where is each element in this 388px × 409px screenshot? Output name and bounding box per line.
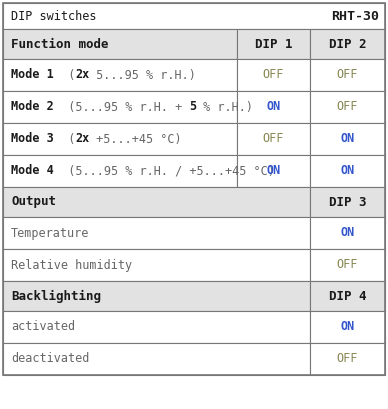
Text: DIP 4: DIP 4 (329, 290, 366, 303)
Bar (3, 311, 310, 343)
Text: (: ( (54, 68, 75, 81)
Text: DIP switches: DIP switches (11, 9, 97, 22)
Bar (310, 311, 385, 343)
Text: activated: activated (11, 321, 75, 333)
Text: DIP 3: DIP 3 (329, 196, 366, 209)
Text: Mode 1: Mode 1 (11, 68, 54, 81)
Bar (310, 281, 385, 311)
Text: % r.H.): % r.H.) (196, 101, 253, 114)
Text: (5...95 % r.H. +: (5...95 % r.H. + (54, 101, 189, 114)
Bar (3, 249, 310, 281)
Text: Relative humidity: Relative humidity (11, 258, 132, 272)
Bar (310, 91, 385, 123)
Text: DIP 1: DIP 1 (255, 38, 292, 50)
Bar (237, 155, 310, 187)
Bar (3, 123, 237, 155)
Text: Temperature: Temperature (11, 227, 89, 240)
Bar (237, 91, 310, 123)
Text: DIP 2: DIP 2 (329, 38, 366, 50)
Text: ON: ON (340, 321, 355, 333)
Bar (3, 217, 310, 249)
Text: (: ( (54, 133, 75, 146)
Text: Mode 2: Mode 2 (11, 101, 54, 114)
Bar (3, 91, 237, 123)
Text: Output: Output (11, 196, 56, 209)
Bar (310, 123, 385, 155)
Bar (310, 187, 385, 217)
Text: OFF: OFF (337, 101, 358, 114)
Text: 5...95 % r.H.): 5...95 % r.H.) (89, 68, 196, 81)
Bar (310, 59, 385, 91)
Bar (237, 59, 310, 91)
Bar (3, 155, 237, 187)
Bar (310, 217, 385, 249)
Text: OFF: OFF (337, 258, 358, 272)
Text: Backlighting: Backlighting (11, 290, 101, 303)
Text: 2x: 2x (75, 133, 89, 146)
Text: ON: ON (340, 164, 355, 178)
Text: ON: ON (340, 133, 355, 146)
Text: 5: 5 (189, 101, 196, 114)
Bar (237, 29, 310, 59)
Bar (3, 59, 237, 91)
Bar (3, 29, 237, 59)
Bar (310, 29, 385, 59)
Bar (310, 343, 385, 375)
Text: OFF: OFF (337, 68, 358, 81)
Text: ON: ON (267, 101, 281, 114)
Text: +5...+45 °C): +5...+45 °C) (89, 133, 182, 146)
Bar (3, 281, 310, 311)
Bar (3, 187, 310, 217)
Text: deactivated: deactivated (11, 353, 89, 366)
Text: Mode 4: Mode 4 (11, 164, 54, 178)
Text: Mode 3: Mode 3 (11, 133, 54, 146)
Text: Function mode: Function mode (11, 38, 109, 50)
Bar (310, 249, 385, 281)
Text: RHT-30: RHT-30 (331, 9, 379, 22)
Text: ON: ON (267, 164, 281, 178)
Text: (5...95 % r.H. / +5...+45 °C): (5...95 % r.H. / +5...+45 °C) (54, 164, 275, 178)
Text: 2x: 2x (75, 68, 89, 81)
Bar (3, 343, 310, 375)
Bar (237, 123, 310, 155)
Text: OFF: OFF (337, 353, 358, 366)
Text: OFF: OFF (263, 68, 284, 81)
Text: OFF: OFF (263, 133, 284, 146)
Text: ON: ON (340, 227, 355, 240)
Bar (3, 3, 385, 29)
Bar (310, 155, 385, 187)
